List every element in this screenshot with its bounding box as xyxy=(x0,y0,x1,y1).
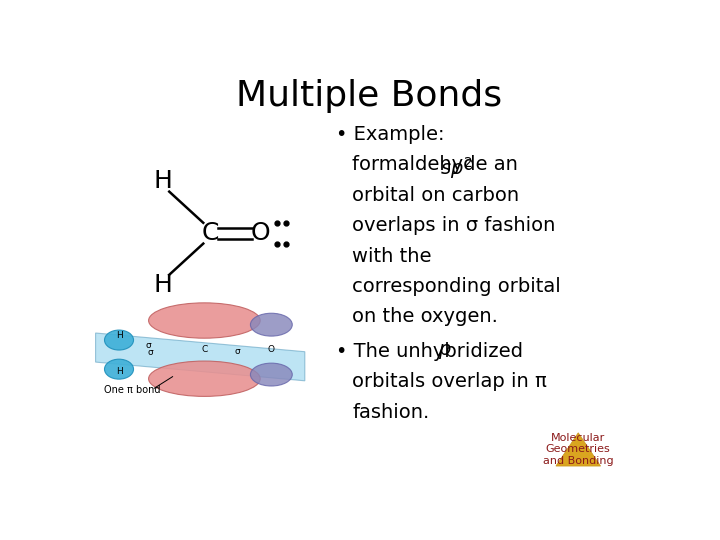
Text: σ: σ xyxy=(235,347,240,356)
Text: O: O xyxy=(268,345,275,354)
Text: with the: with the xyxy=(352,246,432,266)
Text: $\mathit{sp}^2$: $\mathit{sp}^2$ xyxy=(441,156,473,181)
Ellipse shape xyxy=(104,330,133,350)
Text: Molecular
Geometries
and Bonding: Molecular Geometries and Bonding xyxy=(543,433,613,466)
Ellipse shape xyxy=(148,361,260,396)
Text: O: O xyxy=(251,221,270,245)
Text: orbital on carbon: orbital on carbon xyxy=(352,186,519,205)
Text: H: H xyxy=(116,332,122,340)
Text: σ: σ xyxy=(148,348,153,357)
Text: • The unhybridized: • The unhybridized xyxy=(336,342,528,361)
Text: H: H xyxy=(116,367,122,376)
Text: overlaps in σ fashion: overlaps in σ fashion xyxy=(352,216,556,235)
Ellipse shape xyxy=(251,313,292,336)
Text: C: C xyxy=(202,221,219,245)
Text: formaldehyde an: formaldehyde an xyxy=(352,156,524,174)
Text: H: H xyxy=(153,273,172,297)
Ellipse shape xyxy=(251,363,292,386)
Text: C: C xyxy=(202,345,207,354)
Text: One π bond: One π bond xyxy=(104,385,161,395)
Text: on the oxygen.: on the oxygen. xyxy=(352,307,498,326)
Ellipse shape xyxy=(148,303,260,338)
Polygon shape xyxy=(96,333,305,381)
Text: • Example:: • Example: xyxy=(336,125,444,144)
Ellipse shape xyxy=(104,359,133,379)
Text: H: H xyxy=(153,169,172,193)
Text: orbitals overlap in π: orbitals overlap in π xyxy=(352,373,547,392)
Text: fashion.: fashion. xyxy=(352,403,430,422)
Text: Multiple Bonds: Multiple Bonds xyxy=(236,79,502,113)
Text: corresponding orbital: corresponding orbital xyxy=(352,277,561,296)
Polygon shape xyxy=(556,433,600,466)
Text: σ: σ xyxy=(145,341,151,350)
Text: $\mathit{p}$: $\mathit{p}$ xyxy=(438,342,451,361)
